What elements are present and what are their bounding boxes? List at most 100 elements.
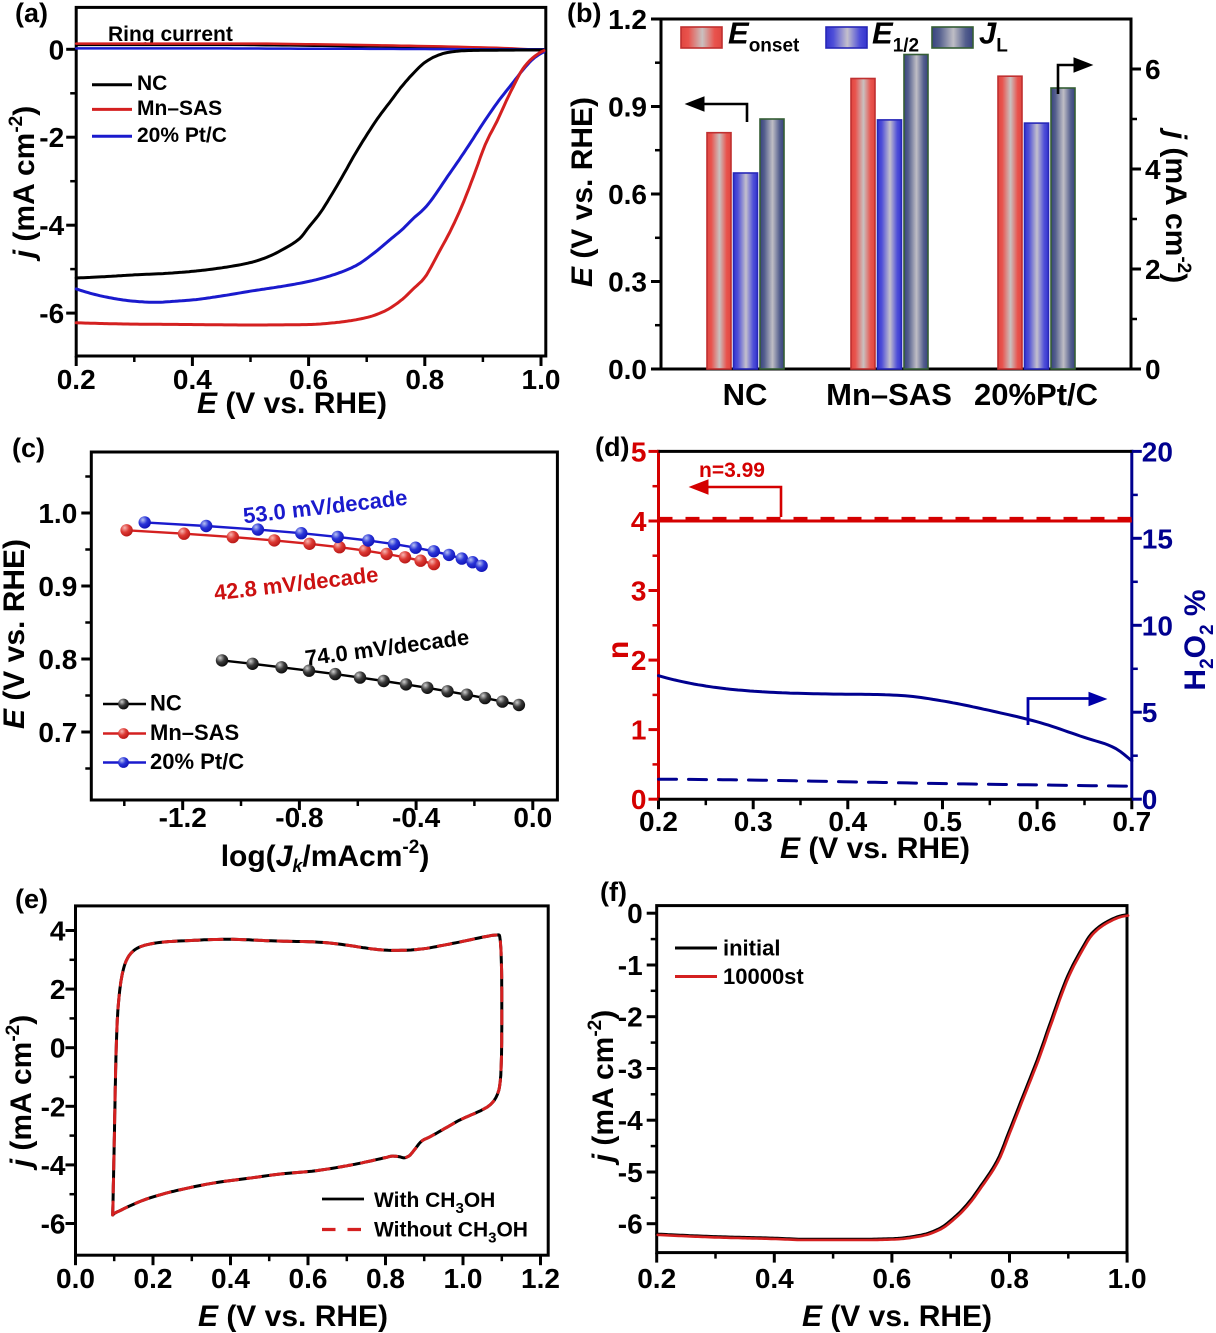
svg-text:0.3: 0.3 [608,267,647,298]
svg-text:E (V vs. RHE): E (V vs. RHE) [0,539,31,729]
svg-text:5: 5 [631,436,647,467]
svg-text:-0.4: -0.4 [392,802,441,833]
svg-text:1.0: 1.0 [522,364,561,395]
svg-text:4: 4 [50,916,66,947]
svg-text:5: 5 [1142,697,1158,728]
svg-text:0.2: 0.2 [57,364,96,395]
svg-text:log(Jk/mAcm-2): log(Jk/mAcm-2) [221,837,430,876]
svg-text:E (V vs. RHE): E (V vs. RHE) [198,1300,388,1333]
svg-text:(f): (f) [600,877,627,907]
svg-text:0.7: 0.7 [1112,806,1151,837]
svg-text:0.9: 0.9 [608,92,647,123]
svg-text:H2O2 %: H2O2 % [1179,589,1216,690]
svg-text:10000st: 10000st [723,964,804,989]
svg-text:Mn–SAS: Mn–SAS [137,97,222,120]
svg-text:0.5: 0.5 [923,806,962,837]
svg-text:0: 0 [49,34,65,65]
svg-text:(b): (b) [567,0,601,28]
svg-text:0.4: 0.4 [173,364,212,395]
svg-text:NC: NC [137,72,167,95]
svg-text:10: 10 [1142,610,1173,641]
svg-text:-4: -4 [39,210,64,241]
svg-text:-2: -2 [39,122,64,153]
svg-text:n=3.99: n=3.99 [699,459,765,482]
svg-text:n: n [602,641,635,659]
svg-text:(e): (e) [15,884,48,914]
svg-text:-0.8: -0.8 [275,802,323,833]
svg-text:0.6: 0.6 [608,179,647,210]
svg-text:(d): (d) [595,432,629,462]
svg-text:-2: -2 [41,1091,66,1122]
svg-text:0.6: 0.6 [289,364,328,395]
svg-text:NC: NC [150,691,182,716]
svg-text:0.2: 0.2 [134,1263,173,1294]
svg-text:Mn–SAS: Mn–SAS [826,377,952,412]
svg-text:Mn–SAS: Mn–SAS [150,720,239,745]
svg-text:E (V vs. RHE): E (V vs. RHE) [780,832,970,865]
svg-text:0.6: 0.6 [289,1263,328,1294]
svg-text:3: 3 [631,576,647,607]
svg-text:E (V vs. RHE): E (V vs. RHE) [802,1300,992,1333]
svg-text:-5: -5 [618,1157,643,1188]
svg-text:0.8: 0.8 [38,644,77,675]
svg-text:0.3: 0.3 [734,806,773,837]
svg-text:0.7: 0.7 [38,717,77,748]
svg-text:0.4: 0.4 [828,806,867,837]
svg-text:j (mA cm-2): j (mA cm-2) [585,1010,620,1167]
svg-text:1.0: 1.0 [1108,1263,1147,1294]
svg-text:-4: -4 [618,1105,643,1136]
svg-text:1.2: 1.2 [608,4,647,35]
svg-text:NC: NC [723,377,768,412]
svg-text:0: 0 [1145,354,1161,385]
svg-text:E (V vs. RHE): E (V vs. RHE) [566,97,599,287]
svg-text:0.4: 0.4 [755,1263,794,1294]
svg-text:0.6: 0.6 [1018,806,1057,837]
svg-text:6: 6 [1145,54,1161,85]
svg-text:1.2: 1.2 [521,1263,560,1294]
svg-text:E1/2: E1/2 [872,16,919,57]
svg-text:-4: -4 [41,1150,66,1181]
svg-text:2: 2 [50,974,66,1005]
svg-text:20% Pt/C: 20% Pt/C [150,749,244,774]
svg-text:-1.2: -1.2 [159,802,207,833]
svg-text:4: 4 [631,506,647,537]
svg-text:2: 2 [1145,254,1161,285]
svg-text:0.9: 0.9 [38,571,77,602]
svg-text:0: 0 [1142,784,1158,815]
svg-text:0.8: 0.8 [990,1263,1029,1294]
svg-text:0.6: 0.6 [872,1263,911,1294]
svg-text:JL: JL [979,16,1008,57]
svg-text:(c): (c) [12,433,45,463]
svg-text:0.0: 0.0 [56,1263,95,1294]
svg-text:0: 0 [627,898,643,929]
svg-text:0: 0 [631,784,647,815]
svg-text:-3: -3 [618,1054,643,1085]
svg-text:-6: -6 [41,1209,66,1240]
svg-text:0.0: 0.0 [608,354,647,385]
svg-text:(a): (a) [15,0,48,28]
svg-text:initial: initial [723,936,780,961]
svg-text:0: 0 [50,1033,66,1064]
svg-text:Eonset: Eonset [728,16,800,57]
svg-text:20: 20 [1142,436,1173,467]
svg-text:0.2: 0.2 [637,1263,676,1294]
svg-text:Ring current: Ring current [108,23,233,46]
svg-text:4: 4 [1145,154,1161,185]
svg-text:2: 2 [631,645,647,676]
svg-text:0.4: 0.4 [211,1263,250,1294]
svg-text:20%Pt/C: 20%Pt/C [974,377,1098,412]
svg-text:0.8: 0.8 [405,364,444,395]
svg-text:0.0: 0.0 [513,802,552,833]
svg-text:1: 1 [631,715,647,746]
svg-text:j (mA cm-2): j (mA cm-2) [1159,127,1194,284]
svg-text:E (V vs. RHE): E (V vs. RHE) [197,387,387,420]
svg-text:15: 15 [1142,523,1173,554]
svg-text:1.0: 1.0 [444,1263,483,1294]
svg-text:20% Pt/C: 20% Pt/C [137,124,227,147]
svg-text:0.2: 0.2 [639,806,678,837]
svg-text:0.8: 0.8 [366,1263,405,1294]
svg-text:-6: -6 [39,298,64,329]
svg-text:-1: -1 [618,950,643,981]
svg-text:1.0: 1.0 [38,498,77,529]
svg-text:-6: -6 [618,1209,643,1240]
